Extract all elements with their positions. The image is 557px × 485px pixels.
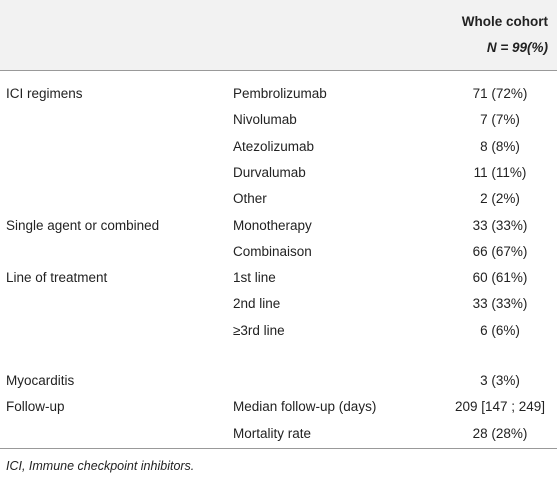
row-value: 71 (72%) <box>472 86 528 101</box>
row-value: 33 (33%) <box>472 296 528 312</box>
row-sublabel: Durvalumab <box>233 164 306 180</box>
row-label: ICI regimens <box>6 86 83 101</box>
footnote: ICI, Immune checkpoint inhibitors. <box>6 459 195 473</box>
row-value: 11 (11%) <box>473 164 527 180</box>
row-value: 28 (28%) <box>472 425 528 441</box>
row-sublabel: Mortality rate <box>233 425 312 441</box>
table-header: Whole cohort N = 99(%) <box>0 0 557 71</box>
row-sublabel: 2nd line <box>233 296 281 312</box>
row-value: 6 (6%) <box>480 322 520 338</box>
row-value: 2 (2%) <box>480 191 520 207</box>
row-label: Line of treatment <box>6 270 108 286</box>
row-label: Myocarditis <box>6 373 75 388</box>
row-value: 209 [147 ; 249] <box>454 399 546 415</box>
row-sublabel: ≥3rd line <box>233 322 285 338</box>
row-value: 8 (8%) <box>480 138 520 154</box>
column-title: Whole cohort <box>461 14 548 29</box>
column-subtitle: N = 99(%) <box>486 40 548 55</box>
row-value: 3 (3%) <box>480 373 520 388</box>
row-value: 66 (67%) <box>472 243 528 259</box>
row-label: Single agent or combined <box>6 217 160 233</box>
row-label: Follow-up <box>6 399 65 415</box>
row-value: 7 (7%) <box>480 112 520 128</box>
row-value: 60 (61%) <box>472 270 528 286</box>
table-rule <box>0 448 557 449</box>
row-sublabel: Pembrolizumab <box>233 86 327 101</box>
row-sublabel: Combinaison <box>233 243 312 259</box>
row-sublabel: Nivolumab <box>233 112 297 128</box>
row-sublabel: Atezolizumab <box>233 138 315 154</box>
row-sublabel: Median follow-up (days) <box>233 399 377 415</box>
row-value: 33 (33%) <box>472 217 528 233</box>
row-sublabel: Monotherapy <box>233 217 312 233</box>
row-sublabel: 1st line <box>233 270 276 286</box>
row-sublabel: Other <box>233 191 267 207</box>
